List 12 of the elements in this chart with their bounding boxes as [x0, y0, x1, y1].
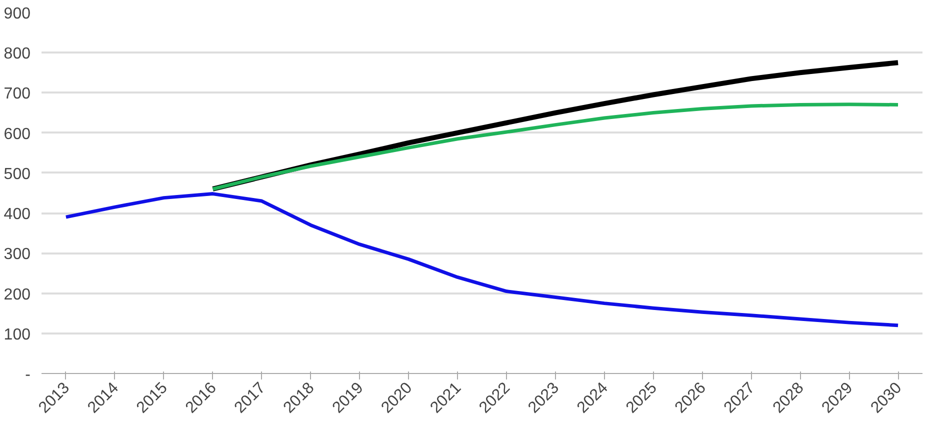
y-tick-label: 600 [4, 126, 31, 143]
line-series [211, 102, 900, 191]
line-series [64, 192, 900, 328]
y-tick-label: 900 [4, 6, 31, 22]
y-tick-label: 800 [4, 46, 31, 63]
y-tick-label: 700 [4, 86, 31, 103]
y-tick-label: 300 [4, 246, 31, 264]
y-tick-label: 100 [4, 326, 31, 344]
y-tick-label: 500 [4, 166, 31, 183]
y-tick-label: 200 [4, 286, 31, 304]
y-tick-label: 400 [4, 206, 31, 224]
y-tick-label: - [25, 366, 30, 384]
